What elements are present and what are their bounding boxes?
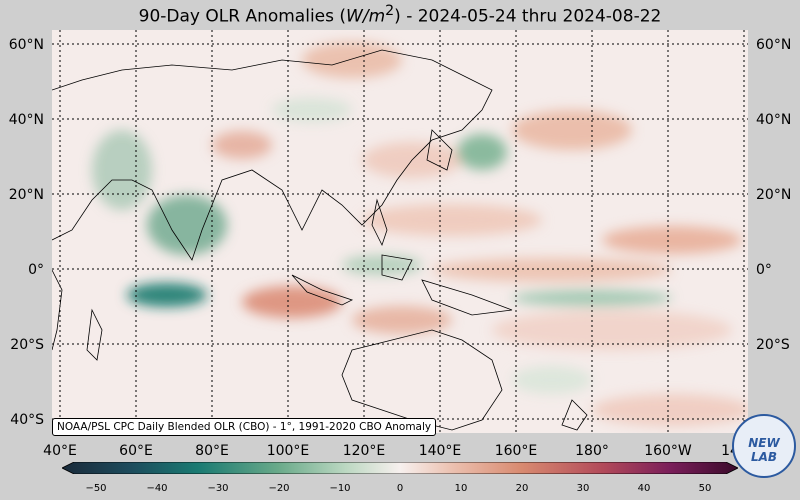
colorbar-tick: 10 — [454, 483, 468, 494]
map-canvas — [52, 30, 748, 433]
colorbar-tick: −20 — [268, 483, 290, 494]
lon-label: 180° — [575, 443, 609, 459]
colorbar-tick: 30 — [576, 483, 590, 494]
colorbar-tick: −10 — [329, 483, 351, 494]
lat-label-left: 60°N — [8, 37, 44, 53]
lon-label: 120°E — [342, 443, 386, 459]
lat-label-left: 0° — [28, 262, 44, 278]
colorbar-tick: 40 — [637, 483, 651, 494]
colorbar-tick: −50 — [85, 483, 107, 494]
lon-label: 140°E — [418, 443, 462, 459]
lat-label-right: 40°N — [756, 112, 792, 128]
lat-label-left: 20°N — [8, 187, 44, 203]
olr-anomaly-map — [52, 30, 748, 433]
noaa-lab-logo-icon: NEW LAB — [732, 414, 796, 478]
lon-label: 160°E — [494, 443, 538, 459]
lat-label-right: 60°N — [756, 37, 792, 53]
anomaly-field — [92, 42, 748, 426]
colorbar-tick: 20 — [515, 483, 529, 494]
lat-label-right: 0° — [756, 262, 772, 278]
lon-label: 160°W — [644, 443, 692, 459]
lat-label-left: 40°N — [8, 112, 44, 128]
lat-label-left: 20°S — [10, 337, 44, 353]
colorbar — [62, 462, 738, 474]
colorbar-tick: 0 — [396, 483, 404, 494]
title-suffix: ) - 2024-05-24 thru 2024-08-22 — [394, 6, 662, 27]
coastlines — [52, 49, 588, 431]
colorbar-tick: −30 — [207, 483, 229, 494]
lon-label: 40°E — [43, 443, 77, 459]
lon-label: 100°E — [266, 443, 310, 459]
colorbar-scale — [62, 462, 738, 474]
data-source-credit: NOAA/PSL CPC Daily Blended OLR (CBO) - 1… — [52, 418, 437, 436]
title-prefix: 90-Day OLR Anomalies ( — [138, 6, 347, 27]
colorbar-tick: 50 — [698, 483, 712, 494]
lat-label-right: 20°N — [756, 187, 792, 203]
lon-label: 60°E — [119, 443, 153, 459]
lon-label: 80°E — [195, 443, 229, 459]
colorbar-tick: −40 — [146, 483, 168, 494]
logo-text: NEW LAB — [748, 436, 780, 464]
title-sup: 2 — [385, 3, 395, 19]
title-unit: W/m — [346, 6, 386, 27]
map-title: 90-Day OLR Anomalies (W/m2) - 2024-05-24… — [0, 0, 800, 27]
lat-label-left: 40°S — [10, 412, 44, 428]
lat-label-right: 20°S — [756, 337, 790, 353]
